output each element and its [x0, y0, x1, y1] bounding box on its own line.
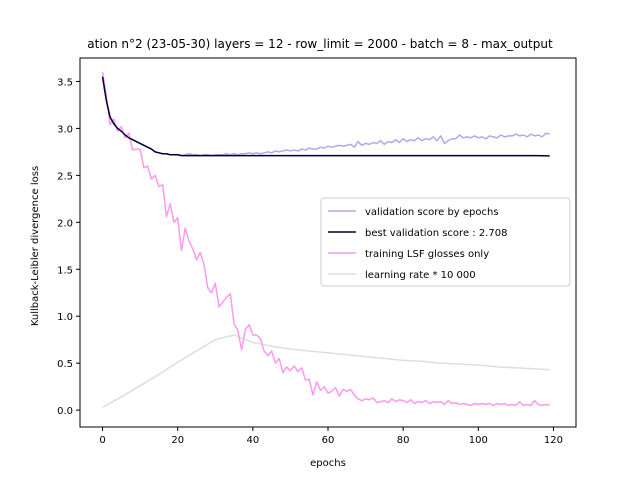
y-axis: 0.0 0.5 1.0 1.5 2.0 2.5 3.0 3.5	[57, 77, 80, 417]
y-tick-label: 1.0	[57, 312, 73, 323]
legend-label: training LSF glosses only	[365, 249, 489, 260]
series-line-1	[101, 76, 550, 157]
x-tick-label: 120	[544, 435, 563, 446]
y-tick-label: 3.0	[57, 124, 73, 135]
x-axis: 0 20 40 60 80 100 120	[99, 427, 563, 446]
x-tick-label: 80	[397, 435, 410, 446]
x-tick-label: 40	[246, 435, 259, 446]
legend-label: best validation score : 2.708	[365, 228, 507, 239]
x-tick-label: 20	[171, 435, 184, 446]
x-tick-label: 0	[99, 435, 105, 446]
y-tick-label: 2.5	[57, 171, 73, 182]
y-tick-label: 0.0	[57, 406, 73, 417]
y-axis-title: Kullback-Leibler divergence loss	[30, 166, 41, 326]
series-line-2	[101, 71, 550, 407]
y-tick-label: 2.0	[57, 218, 73, 229]
x-tick-label: 60	[322, 435, 335, 446]
legend-label: learning rate * 10 000	[365, 270, 476, 281]
y-tick-label: 3.5	[57, 77, 73, 88]
y-tick-label: 1.5	[57, 265, 73, 276]
x-tick-label: 100	[469, 435, 488, 446]
x-axis-title: epochs	[310, 458, 346, 469]
series-layer	[101, 71, 550, 408]
chart-title: ation n°2 (23-05-30) layers = 12 - row_l…	[87, 37, 553, 51]
legend-box	[320, 197, 571, 287]
legend: validation score by epochs best validatio…	[320, 197, 571, 287]
plot-frame	[79, 57, 577, 428]
y-tick-label: 0.5	[57, 359, 73, 370]
series-line-3	[102, 334, 550, 408]
legend-label: validation score by epochs	[365, 207, 499, 218]
